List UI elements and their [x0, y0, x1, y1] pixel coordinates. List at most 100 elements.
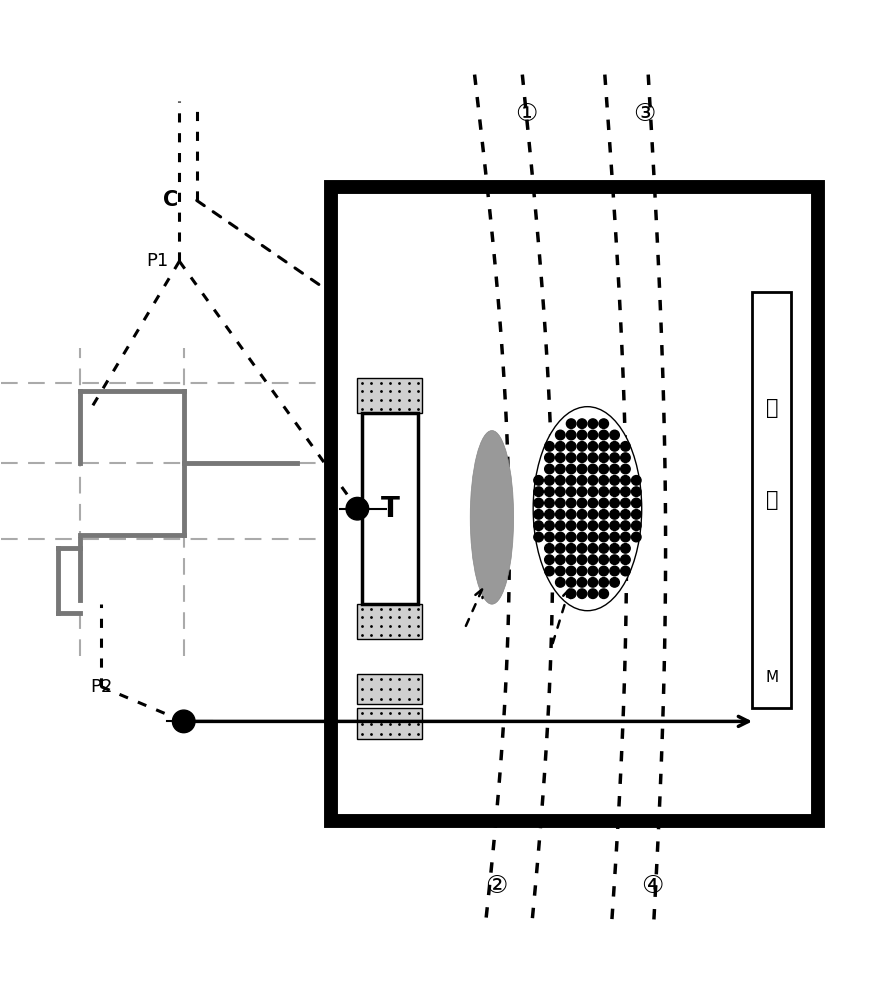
Circle shape: [566, 442, 576, 451]
Circle shape: [544, 476, 554, 485]
Circle shape: [556, 566, 565, 576]
Circle shape: [556, 487, 565, 496]
Circle shape: [588, 578, 598, 587]
Circle shape: [588, 544, 598, 553]
Circle shape: [566, 498, 576, 508]
Circle shape: [599, 544, 609, 553]
Circle shape: [588, 521, 598, 530]
Circle shape: [544, 566, 554, 576]
Circle shape: [566, 476, 576, 485]
Circle shape: [577, 521, 587, 530]
Circle shape: [544, 442, 554, 451]
Circle shape: [599, 532, 609, 542]
Circle shape: [621, 498, 631, 508]
Circle shape: [621, 453, 631, 462]
Circle shape: [577, 566, 587, 576]
Circle shape: [588, 555, 598, 564]
Circle shape: [588, 566, 598, 576]
Circle shape: [610, 442, 619, 451]
Circle shape: [556, 555, 565, 564]
Circle shape: [599, 521, 609, 530]
Circle shape: [621, 555, 631, 564]
Circle shape: [599, 510, 609, 519]
Ellipse shape: [533, 407, 642, 611]
Bar: [753, 292, 792, 708]
Circle shape: [566, 544, 576, 553]
Circle shape: [544, 464, 554, 474]
Circle shape: [621, 442, 631, 451]
Circle shape: [556, 476, 565, 485]
Circle shape: [610, 521, 619, 530]
Circle shape: [599, 578, 609, 587]
Bar: [357, 674, 422, 704]
Circle shape: [534, 521, 544, 530]
Circle shape: [566, 555, 576, 564]
Circle shape: [610, 555, 619, 564]
Circle shape: [599, 555, 609, 564]
Circle shape: [544, 498, 554, 508]
Circle shape: [534, 532, 544, 542]
Circle shape: [621, 521, 631, 530]
Circle shape: [599, 589, 609, 598]
Circle shape: [610, 578, 619, 587]
Circle shape: [566, 589, 576, 598]
Circle shape: [621, 487, 631, 496]
Circle shape: [566, 578, 576, 587]
Circle shape: [610, 510, 619, 519]
Circle shape: [610, 464, 619, 474]
Circle shape: [172, 710, 195, 733]
Text: C: C: [163, 190, 179, 210]
Circle shape: [631, 510, 641, 519]
Bar: [357, 378, 422, 413]
Circle shape: [556, 430, 565, 440]
Circle shape: [566, 487, 576, 496]
Circle shape: [566, 419, 576, 428]
Circle shape: [566, 521, 576, 530]
Circle shape: [610, 476, 619, 485]
Bar: [357, 708, 422, 739]
Circle shape: [610, 532, 619, 542]
Circle shape: [610, 498, 619, 508]
Circle shape: [346, 497, 368, 520]
Bar: [331, 187, 818, 821]
Circle shape: [588, 487, 598, 496]
Circle shape: [610, 487, 619, 496]
Circle shape: [621, 544, 631, 553]
Circle shape: [544, 544, 554, 553]
Circle shape: [577, 498, 587, 508]
Circle shape: [621, 476, 631, 485]
Circle shape: [599, 566, 609, 576]
Circle shape: [577, 453, 587, 462]
Circle shape: [566, 510, 576, 519]
Text: 材: 材: [766, 490, 778, 510]
Circle shape: [566, 430, 576, 440]
Circle shape: [556, 498, 565, 508]
Circle shape: [577, 555, 587, 564]
Circle shape: [588, 532, 598, 542]
Circle shape: [544, 487, 554, 496]
Text: ③: ③: [632, 102, 655, 126]
Circle shape: [631, 521, 641, 530]
Text: ②: ②: [485, 874, 508, 898]
Circle shape: [577, 578, 587, 587]
Text: P1: P1: [146, 252, 169, 270]
Circle shape: [577, 487, 587, 496]
Text: T: T: [381, 495, 400, 523]
Circle shape: [577, 532, 587, 542]
Circle shape: [631, 498, 641, 508]
Circle shape: [599, 498, 609, 508]
Circle shape: [621, 566, 631, 576]
Circle shape: [534, 510, 544, 519]
Circle shape: [556, 464, 565, 474]
Circle shape: [588, 453, 598, 462]
Text: 基: 基: [766, 398, 778, 418]
Bar: [361, 413, 418, 604]
Circle shape: [577, 464, 587, 474]
Circle shape: [556, 532, 565, 542]
Circle shape: [556, 453, 565, 462]
Circle shape: [577, 544, 587, 553]
Circle shape: [631, 487, 641, 496]
Circle shape: [544, 510, 554, 519]
Circle shape: [631, 476, 641, 485]
Circle shape: [610, 566, 619, 576]
